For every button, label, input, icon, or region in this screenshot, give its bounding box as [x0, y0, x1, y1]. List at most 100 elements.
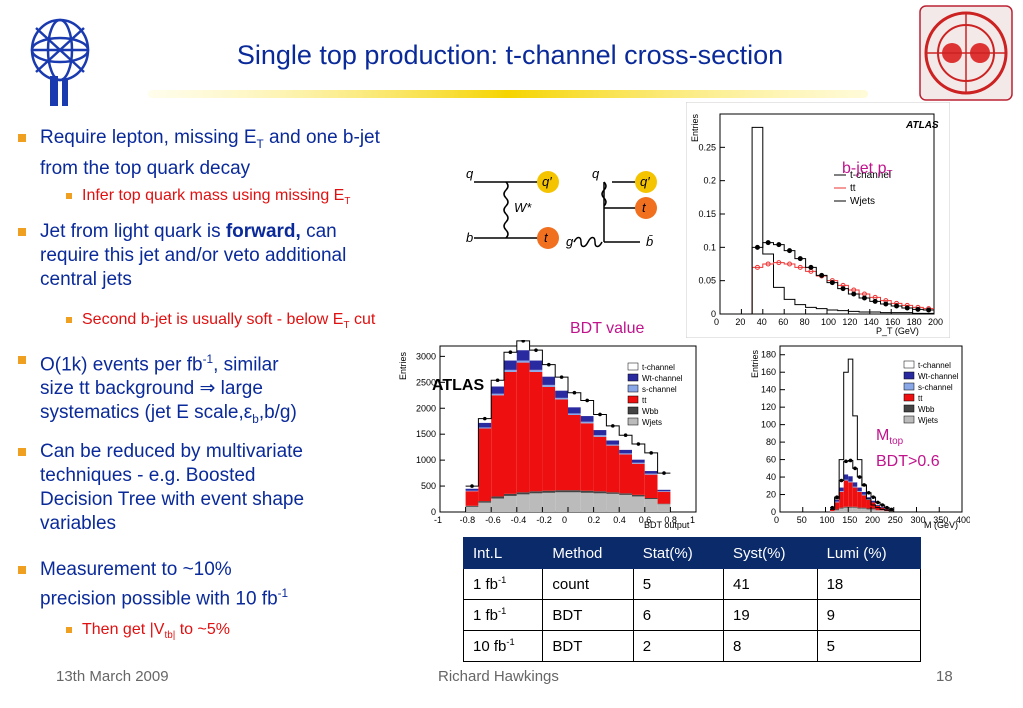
series-line-t-channel: [720, 126, 934, 315]
data-point: [765, 261, 771, 267]
bar-s-channel: [848, 481, 853, 483]
x-tick-label: 0.4: [613, 515, 626, 525]
bar-tt: [516, 362, 530, 493]
data-point: [808, 264, 814, 270]
bar-t-channel: [619, 435, 632, 450]
bullet-marker: [66, 317, 72, 323]
legend-swatch: [627, 406, 639, 415]
bullet-marker: [18, 448, 26, 456]
legend-swatch: [903, 415, 915, 424]
x-tick-label: 300: [911, 515, 926, 525]
bar-tt: [861, 495, 867, 508]
bar-s-channel: [542, 384, 556, 387]
bar-Wbb: [465, 505, 479, 507]
bar-Wt-channel: [852, 482, 858, 487]
table-cell: 8: [723, 630, 818, 662]
bar-s-channel: [555, 397, 568, 400]
x-tick-label: -0.2: [536, 515, 552, 525]
bar-t-channel: [852, 468, 858, 483]
x-tick-label: 20: [735, 317, 745, 327]
bar-Wbb: [529, 491, 543, 494]
table-cell: 1 fb-1: [462, 568, 544, 600]
x-tick-label: -0.8: [460, 515, 476, 525]
data-point: [894, 303, 900, 309]
bar-tt: [834, 502, 840, 510]
bar-t-channel: [555, 377, 568, 391]
chart3-xlabel: M (GeV): [924, 520, 958, 530]
mtop-label: Mtop BDT>0.6: [876, 427, 940, 471]
bar-Wjets: [465, 506, 479, 512]
data-point: [840, 286, 846, 292]
y-tick-label: 100: [761, 420, 776, 430]
table-cell: 5: [816, 630, 922, 662]
bar-s-channel: [657, 491, 671, 492]
bullet-multivariate: Can be reduced by multivariate technique…: [18, 440, 380, 536]
y-tick-label: 1500: [416, 429, 436, 439]
bar-Wt-channel: [504, 360, 517, 370]
bullet-marker: [18, 134, 26, 142]
x-tick-label: 0.2: [588, 515, 601, 525]
legend-swatch: [627, 362, 639, 371]
bjet-pt-label: b-jet pT: [842, 160, 893, 181]
x-tick-label: 180: [907, 317, 922, 327]
chart-bjet-pt: 0 20 40 60 80 100 120 140 160 180 200 0 0.05 0.1 0.15 0…: [686, 102, 950, 338]
feynman-label: t: [642, 200, 647, 215]
chart1-xlabel: P_T (GeV): [876, 326, 919, 336]
bar-t-channel: [542, 364, 556, 377]
y-tick-label: 120: [761, 402, 776, 412]
y-tick-label: 60: [766, 455, 776, 465]
table-header-cell: Int.L: [462, 537, 544, 569]
x-tick-label: 50: [797, 515, 807, 525]
table-cell: BDT: [542, 630, 634, 662]
bar-tt: [843, 480, 849, 507]
x-tick-label: 160: [885, 317, 900, 327]
bar-Wjets: [884, 511, 890, 512]
bar-tt: [657, 491, 671, 504]
y-tick-label: 40: [766, 472, 776, 482]
bar-Wjets: [619, 494, 632, 512]
data-point: [797, 264, 803, 270]
bar-Wt-channel: [478, 422, 492, 428]
feynman-label: q: [466, 166, 474, 181]
signal-outline: [830, 358, 894, 512]
bar-Wt-channel: [880, 506, 885, 508]
bar-Wbb: [871, 508, 876, 510]
bar-Wt-channel: [848, 476, 853, 482]
bar-Wt-channel: [516, 350, 530, 361]
bar-s-channel: [568, 413, 581, 415]
bar-tt: [848, 482, 853, 507]
bar-Wt-channel: [871, 500, 876, 503]
bar-s-channel: [465, 490, 479, 492]
data-point: [829, 280, 835, 286]
bar-Wjets: [830, 511, 835, 512]
x-tick-label: -0.6: [485, 515, 501, 525]
bar-tt: [478, 428, 492, 502]
bar-tt: [504, 371, 517, 494]
bar-t-channel: [848, 460, 853, 477]
bar-tt: [580, 423, 594, 491]
bar-Wjets: [504, 495, 517, 512]
bar-t-channel: [593, 414, 607, 431]
bar-Wjets: [852, 507, 858, 512]
feynman-diagrams: q q′ b t W* q q′ t g b̄: [466, 166, 657, 249]
bar-Wt-channel: [529, 360, 543, 370]
bar-s-channel: [580, 421, 594, 424]
data-point: [776, 260, 782, 266]
bar-t-channel: [529, 350, 543, 361]
bullet-marker: [18, 356, 26, 364]
legend-swatch: [903, 360, 915, 369]
feynman-label: q′: [640, 174, 650, 189]
bar-Wt-channel: [606, 440, 620, 445]
bar-Wbb: [478, 501, 492, 503]
chart2-ylabel: Entries: [398, 351, 408, 380]
bar-tt: [465, 491, 479, 506]
bar-Wjets: [632, 496, 645, 512]
bar-Wjets: [593, 493, 607, 512]
legend-swatch: [903, 404, 915, 413]
bar-t-channel: [516, 340, 530, 351]
table-cell: 41: [723, 568, 818, 600]
table-header-cell: Stat(%): [632, 537, 725, 569]
data-point: [819, 272, 825, 278]
table-cell: 9: [816, 599, 922, 631]
bar-s-channel: [861, 494, 867, 496]
